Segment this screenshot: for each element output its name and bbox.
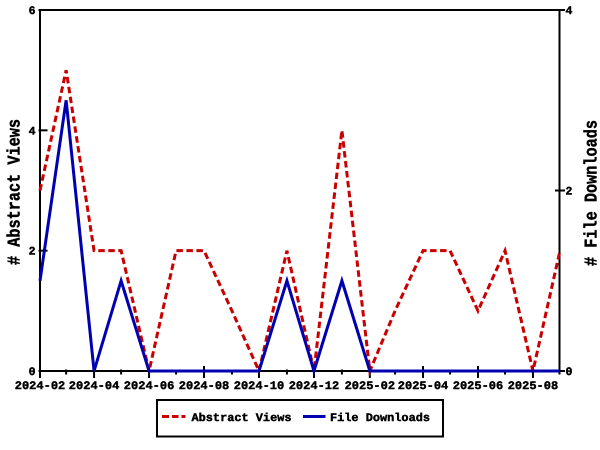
- svg-text:2025-08: 2025-08: [508, 380, 559, 393]
- svg-text:2024-06: 2024-06: [124, 380, 175, 393]
- svg-text:2024-08: 2024-08: [179, 380, 230, 393]
- svg-text:File Downloads: File Downloads: [330, 412, 430, 425]
- svg-text:2024-02: 2024-02: [15, 380, 66, 393]
- svg-text:0: 0: [566, 366, 573, 379]
- svg-text:2: 2: [29, 246, 36, 259]
- svg-text:Abstract Views: Abstract Views: [192, 412, 292, 425]
- svg-text:2024-10: 2024-10: [234, 380, 285, 393]
- svg-text:0: 0: [29, 366, 36, 379]
- svg-text:2025-06: 2025-06: [453, 380, 504, 393]
- svg-text:2: 2: [566, 186, 573, 199]
- svg-text:2025-04: 2025-04: [398, 380, 449, 393]
- svg-text:4: 4: [566, 5, 573, 18]
- svg-text:2024-04: 2024-04: [69, 380, 120, 393]
- svg-text:2025-02: 2025-02: [345, 380, 396, 393]
- svg-text:6: 6: [29, 5, 36, 18]
- svg-text:# File Downloads: # File Downloads: [583, 120, 600, 266]
- svg-text:# Abstract Views: # Abstract Views: [6, 119, 26, 265]
- svg-text:4: 4: [29, 125, 36, 138]
- svg-text:2024-12: 2024-12: [289, 380, 340, 393]
